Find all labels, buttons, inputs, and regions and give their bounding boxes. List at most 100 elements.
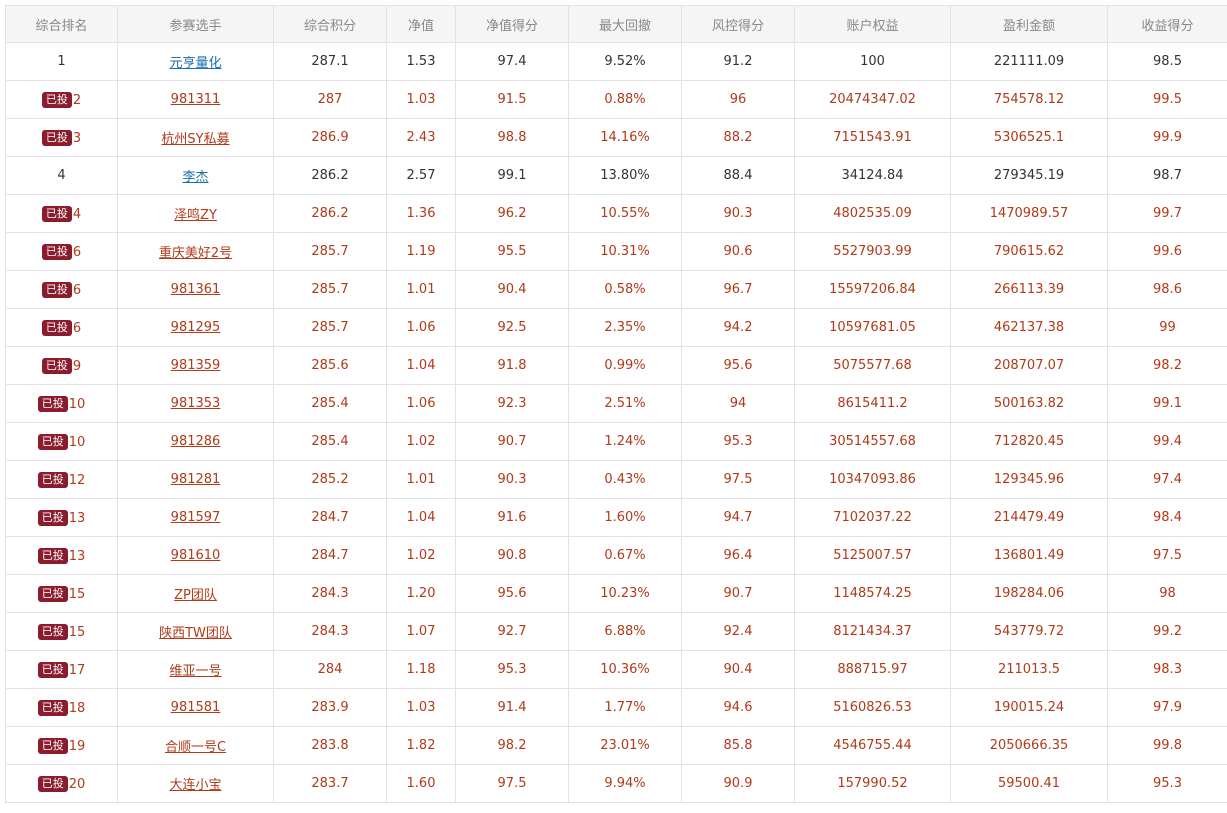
profit-cell: 462137.38	[951, 309, 1108, 347]
player-cell: 981359	[118, 347, 274, 385]
player-link[interactable]: 981610	[171, 548, 221, 563]
score-cell: 286.2	[274, 195, 387, 233]
player-link[interactable]: 981359	[171, 358, 221, 373]
equity-cell: 8615411.2	[795, 385, 951, 423]
score-cell: 285.2	[274, 461, 387, 499]
risk-score-cell: 91.2	[682, 43, 795, 81]
drawdown-cell: 0.99%	[569, 347, 682, 385]
profit-cell: 712820.45	[951, 423, 1108, 461]
rank-value: 15	[69, 625, 86, 640]
risk-score-cell: 90.7	[682, 575, 795, 613]
invested-badge: 已投	[38, 510, 68, 526]
risk-score-cell: 88.2	[682, 119, 795, 157]
nav-cell: 1.07	[387, 613, 456, 651]
score-cell: 283.9	[274, 689, 387, 727]
drawdown-cell: 0.58%	[569, 271, 682, 309]
player-link[interactable]: 维亚一号	[169, 664, 221, 679]
nav-score-cell: 97.4	[456, 43, 569, 81]
drawdown-cell: 6.88%	[569, 613, 682, 651]
player-link[interactable]: 合顺一号C	[165, 740, 226, 755]
player-cell: 981353	[118, 385, 274, 423]
score-cell: 285.7	[274, 233, 387, 271]
nav-score-cell: 91.4	[456, 689, 569, 727]
nav-cell: 1.82	[387, 727, 456, 765]
risk-score-cell: 94	[682, 385, 795, 423]
nav-cell: 1.02	[387, 537, 456, 575]
invested-badge: 已投	[42, 358, 72, 374]
equity-cell: 5075577.68	[795, 347, 951, 385]
player-link[interactable]: 981286	[171, 434, 221, 449]
nav-score-cell: 95.3	[456, 651, 569, 689]
player-link[interactable]: 981581	[171, 700, 221, 715]
score-cell: 285.7	[274, 271, 387, 309]
rank-value: 6	[73, 283, 81, 298]
risk-score-cell: 96	[682, 81, 795, 119]
player-link[interactable]: 重庆美好2号	[159, 246, 232, 261]
nav-score-cell: 91.5	[456, 81, 569, 119]
profit-cell: 59500.41	[951, 765, 1108, 803]
profit-cell: 208707.07	[951, 347, 1108, 385]
score-cell: 287.1	[274, 43, 387, 81]
nav-score-cell: 98.2	[456, 727, 569, 765]
player-link[interactable]: 大连小宝	[169, 778, 221, 793]
player-link[interactable]: 981295	[171, 320, 221, 335]
return-score-cell: 99.8	[1108, 727, 1227, 765]
profit-cell: 198284.06	[951, 575, 1108, 613]
player-link[interactable]: 981281	[171, 472, 221, 487]
player-cell: 维亚一号	[118, 651, 274, 689]
invested-badge: 已投	[42, 130, 72, 146]
player-link[interactable]: ZP团队	[174, 588, 217, 603]
score-cell: 283.8	[274, 727, 387, 765]
drawdown-cell: 14.16%	[569, 119, 682, 157]
return-score-cell: 98.5	[1108, 43, 1227, 81]
return-score-cell: 98.2	[1108, 347, 1227, 385]
player-link[interactable]: 陕西TW团队	[159, 626, 232, 641]
invested-badge: 已投	[38, 434, 68, 450]
invested-badge: 已投	[38, 776, 68, 792]
profit-cell: 543779.72	[951, 613, 1108, 651]
player-link[interactable]: 泽鸣ZY	[174, 208, 217, 223]
nav-cell: 1.04	[387, 499, 456, 537]
player-link[interactable]: 981597	[171, 510, 221, 525]
rank-value: 3	[73, 131, 81, 146]
rank-value: 10	[69, 397, 86, 412]
profit-cell: 790615.62	[951, 233, 1108, 271]
rank-cell: 1	[6, 43, 118, 81]
rank-value: 15	[69, 587, 86, 602]
score-cell: 285.6	[274, 347, 387, 385]
equity-cell: 4546755.44	[795, 727, 951, 765]
equity-cell: 157990.52	[795, 765, 951, 803]
player-cell: 981597	[118, 499, 274, 537]
profit-cell: 211013.5	[951, 651, 1108, 689]
risk-score-cell: 92.4	[682, 613, 795, 651]
player-link[interactable]: 981311	[171, 92, 221, 107]
drawdown-cell: 13.80%	[569, 157, 682, 195]
equity-cell: 4802535.09	[795, 195, 951, 233]
score-cell: 285.7	[274, 309, 387, 347]
player-link[interactable]: 元亨量化	[169, 56, 221, 71]
return-score-cell: 97.4	[1108, 461, 1227, 499]
player-cell: 杭州SY私募	[118, 119, 274, 157]
player-link[interactable]: 981361	[171, 282, 221, 297]
player-link[interactable]: 981353	[171, 396, 221, 411]
nav-score-cell: 90.4	[456, 271, 569, 309]
ranking-table: 综合排名 参赛选手 综合积分 净值 净值得分 最大回撤 风控得分 账户权益 盈利…	[5, 5, 1227, 803]
header-player: 参赛选手	[118, 6, 274, 43]
drawdown-cell: 10.55%	[569, 195, 682, 233]
drawdown-cell: 1.77%	[569, 689, 682, 727]
player-link[interactable]: 李杰	[182, 170, 208, 185]
risk-score-cell: 85.8	[682, 727, 795, 765]
header-return-score: 收益得分	[1108, 6, 1227, 43]
player-link[interactable]: 杭州SY私募	[161, 132, 229, 147]
